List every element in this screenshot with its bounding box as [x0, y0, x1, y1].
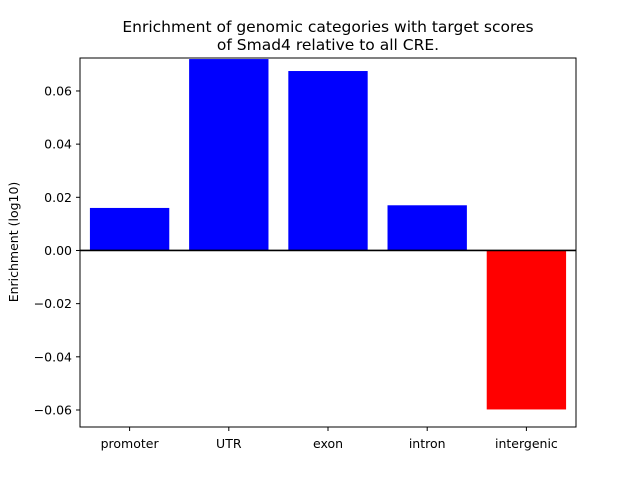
- bar-UTR: [189, 59, 269, 251]
- plot-frame: [79, 57, 577, 428]
- x-tick-label: intron: [409, 436, 446, 451]
- y-tick-label: 0.02: [44, 190, 72, 205]
- y-axis-label: Enrichment (log10): [6, 182, 21, 303]
- bar-promoter: [89, 207, 170, 251]
- bar-exon: [288, 71, 368, 251]
- x-tick-label: promoter: [101, 436, 160, 451]
- chart-title-line-2: of Smad4 relative to all CRE.: [217, 36, 439, 54]
- y-tick-label: −0.04: [34, 349, 72, 364]
- chart-title-line-1: Enrichment of genomic categories with ta…: [122, 18, 533, 36]
- x-tick-label: intergenic: [495, 436, 558, 451]
- x-tick-label: exon: [313, 436, 343, 451]
- y-tick-label: 0.00: [44, 243, 72, 258]
- bars-group: [89, 59, 567, 410]
- bar-intergenic: [486, 250, 567, 410]
- ticks-group: promoter UTR exon intron intergenic −0.06 −0.0…: [34, 83, 558, 451]
- y-tick-label: −0.02: [34, 296, 72, 311]
- bar-intron: [387, 205, 467, 251]
- y-tick-label: 0.06: [44, 83, 72, 98]
- y-tick-label: −0.06: [34, 402, 72, 417]
- y-tick-label: 0.04: [44, 137, 72, 152]
- x-tick-label: UTR: [216, 436, 242, 451]
